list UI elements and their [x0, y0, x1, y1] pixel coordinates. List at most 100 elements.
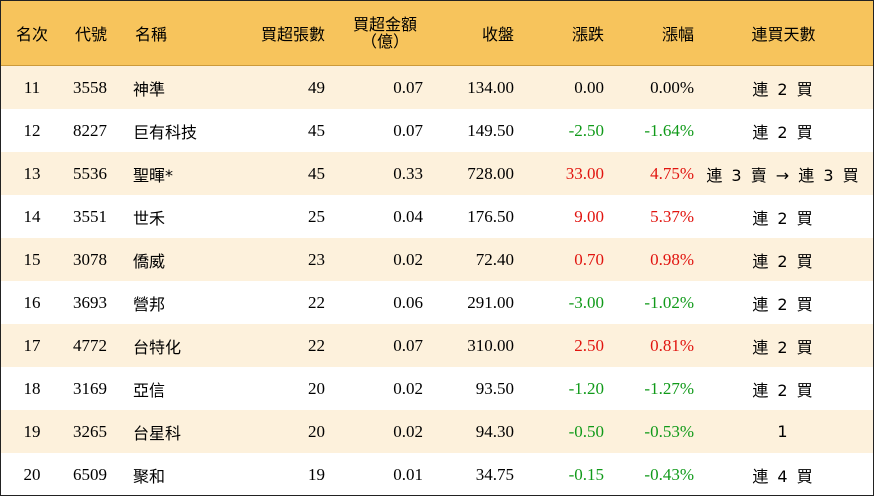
stock-code-cell: 3551	[73, 206, 107, 226]
net-buy-shares-cell: 19	[308, 464, 325, 484]
consecutive-days-cell: 連 3 賣 → 連 3 買	[706, 165, 861, 185]
net-buy-amount-cell: 0.01	[393, 464, 423, 484]
header-net-buy-amount: 買超金額 （億）	[325, 16, 423, 50]
header-net-buy-amount-line1: 買超金額	[352, 15, 417, 34]
net-buy-amount-cell: 0.07	[393, 120, 423, 140]
net-buy-shares-cell: 22	[308, 335, 325, 355]
close-price-cell: 310.00	[467, 335, 514, 355]
rank-cell: 18	[23, 378, 41, 398]
price-change-cell: -0.15	[568, 464, 604, 484]
price-change-cell: -2.50	[568, 120, 604, 140]
table-row: 11 3558 神準 49 0.07 134.00 0.00 0.00% 連 2 買	[1, 66, 873, 109]
stock-name-cell: 世禾	[133, 208, 166, 228]
change-pct-cell: 0.81%	[650, 335, 694, 355]
price-change-cell: 33.00	[565, 163, 604, 183]
stock-name-cell: 亞信	[133, 380, 166, 400]
table-row: 17 4772 台特化 22 0.07 310.00 2.50 0.81% 連 2 買	[1, 324, 873, 367]
stock-name-cell: 神準	[133, 79, 166, 99]
stock-code-cell: 8227	[73, 120, 107, 140]
net-buy-amount-cell: 0.07	[393, 335, 423, 355]
price-change-cell: 2.50	[574, 335, 604, 355]
change-pct-cell: 0.98%	[650, 249, 694, 269]
net-buy-shares-cell: 20	[308, 421, 325, 441]
table-row: 20 6509 聚和 19 0.01 34.75 -0.15 -0.43% 連 4 買	[1, 453, 873, 496]
consecutive-days-cell: 連 2 買	[752, 79, 815, 99]
stock-code-cell: 3558	[73, 77, 107, 97]
close-price-cell: 176.50	[467, 206, 514, 226]
net-buy-shares-cell: 23	[308, 249, 325, 269]
net-buy-amount-cell: 0.06	[393, 292, 423, 312]
table-row: 13 5536 聖暉* 45 0.33 728.00 33.00 4.75% 連 3 賣 → 連…	[1, 152, 873, 195]
price-change-cell: -1.20	[568, 378, 604, 398]
header-net-buy-amount-line2: （億）	[360, 32, 409, 51]
close-price-cell: 134.00	[467, 77, 514, 97]
stock-code-cell: 4772	[73, 335, 107, 355]
change-pct-cell: 0.00%	[650, 77, 694, 97]
table-row: 14 3551 世禾 25 0.04 176.50 9.00 5.37% 連 2 買	[1, 195, 873, 238]
consecutive-days-cell: 連 2 買	[752, 337, 815, 357]
rank-cell: 12	[23, 120, 41, 140]
change-pct-cell: -1.02%	[644, 292, 694, 312]
close-price-cell: 34.75	[475, 464, 514, 484]
rank-cell: 15	[23, 249, 41, 269]
stock-name-cell: 營邦	[133, 294, 166, 314]
price-change-cell: 0.70	[574, 249, 604, 269]
rank-cell: 13	[23, 163, 41, 183]
net-buy-shares-cell: 22	[308, 292, 325, 312]
change-pct-cell: -1.27%	[644, 378, 694, 398]
price-change-cell: -3.00	[568, 292, 604, 312]
consecutive-days-cell: 連 2 買	[752, 208, 815, 228]
table-row: 12 8227 巨有科技 45 0.07 149.50 -2.50 -1.64% 連 2 買	[1, 109, 873, 152]
close-price-cell: 72.40	[475, 249, 514, 269]
rank-cell: 11	[23, 77, 41, 97]
close-price-cell: 94.30	[475, 421, 514, 441]
close-price-cell: 93.50	[475, 378, 514, 398]
change-pct-cell: -1.64%	[644, 120, 694, 140]
change-pct-cell: 5.37%	[650, 206, 694, 226]
stock-name-cell: 聚和	[133, 466, 166, 486]
table-row: 19 3265 台星科 20 0.02 94.30 -0.50 -0.53% 1	[1, 410, 873, 453]
rank-cell: 14	[23, 206, 41, 226]
stock-name-cell: 台特化	[133, 337, 182, 357]
consecutive-days-cell: 連 4 買	[752, 466, 815, 486]
net-buy-amount-cell: 0.02	[393, 249, 423, 269]
header-change-pct: 漲幅	[661, 25, 694, 44]
stock-code-cell: 3265	[73, 421, 107, 441]
stock-code-cell: 3169	[73, 378, 107, 398]
net-buy-shares-cell: 45	[308, 163, 325, 183]
stock-name-cell: 台星科	[133, 423, 182, 443]
consecutive-days-cell: 連 2 買	[752, 251, 815, 271]
net-buy-shares-cell: 45	[308, 120, 325, 140]
header-net-buy-shares: 買超張數	[260, 25, 325, 44]
stock-code-cell: 3693	[73, 292, 107, 312]
net-buy-shares-cell: 20	[308, 378, 325, 398]
close-price-cell: 149.50	[467, 120, 514, 140]
stock-code-cell: 5536	[73, 163, 107, 183]
table-row: 18 3169 亞信 20 0.02 93.50 -1.20 -1.27% 連 2 買	[1, 367, 873, 410]
stock-name-cell: 僑威	[133, 251, 166, 271]
header-code: 代號	[75, 25, 108, 44]
header-name: 名稱	[135, 25, 168, 44]
table-row: 15 3078 僑威 23 0.02 72.40 0.70 0.98% 連 2 買	[1, 238, 873, 281]
net-buy-amount-cell: 0.07	[393, 77, 423, 97]
rank-cell: 17	[23, 335, 41, 355]
rank-cell: 20	[23, 464, 41, 484]
net-buy-amount-cell: 0.02	[393, 421, 423, 441]
net-buy-amount-cell: 0.04	[393, 206, 423, 226]
net-buy-shares-cell: 25	[308, 206, 325, 226]
stock-name-cell: 巨有科技	[133, 122, 198, 142]
consecutive-days-cell: 1	[777, 422, 790, 441]
price-change-cell: 9.00	[574, 206, 604, 226]
change-pct-cell: -0.53%	[644, 421, 694, 441]
consecutive-days-cell: 連 2 買	[752, 380, 815, 400]
consecutive-days-cell: 連 2 買	[752, 122, 815, 142]
price-change-cell: 0.00	[574, 77, 604, 97]
table-body: 11 3558 神準 49 0.07 134.00 0.00 0.00% 連 2 買 12 8227…	[1, 66, 873, 496]
net-buy-amount-cell: 0.33	[393, 163, 423, 183]
rank-cell: 16	[23, 292, 41, 312]
header-consecutive-days: 連買天數	[751, 25, 816, 44]
table-header: 名次 代號 名稱 買超張數 買超金額 （億） 收盤 漲跌 漲幅 連買天數	[1, 1, 873, 66]
net-buy-amount-cell: 0.02	[393, 378, 423, 398]
stock-name-cell: 聖暉*	[133, 165, 174, 185]
